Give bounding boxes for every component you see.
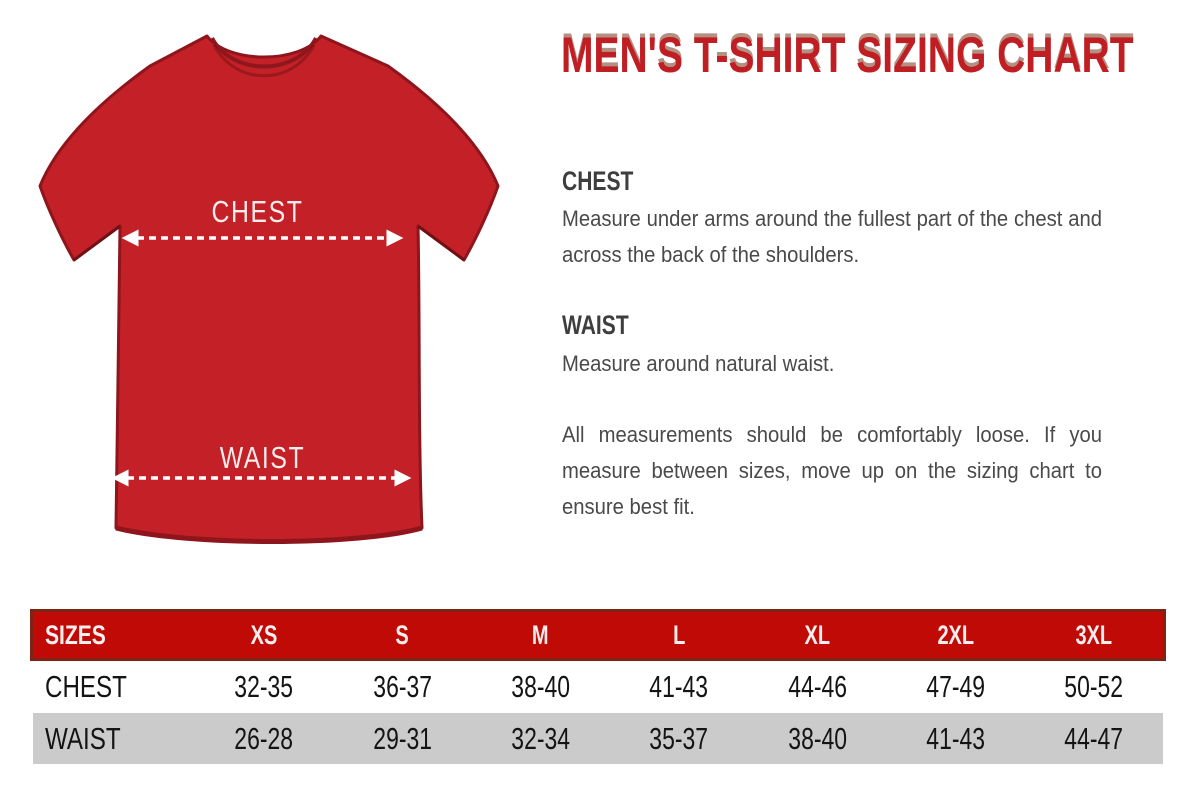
chest-section-text: Measure under arms around the fullest pa… [562,206,1102,267]
waist-value-xl: 38-40 [787,720,847,756]
waist-section-heading: WAIST [562,310,629,340]
chest-value-3xl: 50-52 [1064,669,1124,704]
table-row-chest: CHEST 32-35 36-37 38-40 41-43 44-46 47-4… [33,661,1163,713]
chest-value-l: 41-43 [649,669,709,704]
sizing-table: SIZES XS S M L XL 2XL 3XL CHEST 32-35 36… [33,612,1163,764]
waist-value-xs: 26-28 [234,720,294,756]
row-label-waist: WAIST [45,720,121,756]
chest-value-2xl: 47-49 [926,669,985,704]
header-cell-l: L [672,619,686,650]
sizing-table-header-row: SIZES XS S M L XL 2XL 3XL [33,612,1163,658]
waist-value-3xl: 44-47 [1064,720,1124,756]
chest-diagram-label: CHEST [211,194,305,229]
waist-value-m: 32-34 [511,720,571,756]
tshirt-illustration-icon [38,34,500,544]
chest-value-s: 36-37 [373,669,432,704]
fit-note-text: All measurements should be comfortably l… [562,422,1102,519]
header-cell-xs: XS [250,619,278,650]
header-cell-xl: XL [804,619,831,650]
header-cell-m: M [532,619,550,650]
row-label-chest: CHEST [45,669,127,704]
header-cell-2xl: 2XL [937,619,974,650]
waist-value-l: 35-37 [649,720,709,756]
header-cell-sizes: SIZES [45,619,106,650]
page-title: MEN'S T-SHIRT SIZING CHART [561,27,1134,83]
tshirt-diagram: CHEST WAIST [28,14,533,562]
chest-value-m: 38-40 [511,669,571,704]
waist-value-s: 29-31 [373,720,432,756]
waist-value-2xl: 41-43 [926,720,985,756]
header-cell-s: S [395,619,410,650]
waist-diagram-label: WAIST [220,440,306,475]
chest-value-xl: 44-46 [787,669,847,704]
chest-section-heading: CHEST [562,166,634,196]
chest-value-xs: 32-35 [234,669,294,704]
header-cell-3xl: 3XL [1075,619,1113,650]
waist-section-text: Measure around natural waist. [562,351,835,376]
table-row-waist: WAIST 26-28 29-31 32-34 35-37 38-40 41-4… [33,713,1163,764]
